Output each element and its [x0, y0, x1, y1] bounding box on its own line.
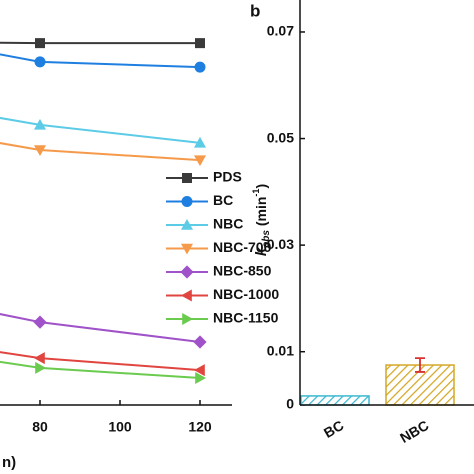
legend-marker [181, 196, 193, 207]
y-axis-label-part: k [253, 247, 270, 256]
marker [193, 335, 207, 349]
marker [194, 61, 206, 73]
y-tick-label: 0.03 [267, 236, 294, 252]
marker [33, 315, 47, 329]
y-tick-label: 0.01 [267, 342, 294, 358]
legend-label: NBC-850 [213, 263, 272, 279]
error-bar [415, 357, 425, 373]
legend-marker [182, 313, 193, 325]
marker [194, 136, 206, 148]
marker [195, 38, 205, 49]
marker [35, 38, 45, 49]
marker [34, 56, 46, 68]
y-tick-label: 0.07 [267, 23, 294, 39]
y-axis-label-part: (min [253, 197, 269, 230]
y-axis-label: kobs (min-1) [251, 184, 271, 256]
x-tick-label: 120 [188, 419, 212, 435]
series-line [0, 116, 201, 144]
marker [34, 145, 46, 156]
y-tick-label: 0 [286, 396, 294, 412]
legend-label: NBC-1000 [213, 286, 279, 302]
y-axis-label-part: ) [253, 184, 269, 189]
marker [195, 372, 206, 384]
legend-label: PDS [213, 169, 242, 185]
marker [194, 364, 205, 377]
bar [300, 395, 370, 406]
series-line [0, 41, 200, 45]
y-axis-label-part: -1 [251, 189, 261, 197]
legend-marker [181, 243, 193, 255]
x-tick-label: 100 [108, 419, 132, 435]
x-tick-label: 80 [32, 419, 48, 435]
panel-label: b [250, 1, 260, 20]
legend-marker [181, 219, 193, 230]
legend-marker [180, 265, 194, 279]
marker [194, 155, 206, 167]
y-tick-label: 0.05 [267, 129, 294, 145]
plot-area [300, 357, 455, 406]
legend-label: BC [213, 192, 233, 208]
plot-area [0, 38, 207, 384]
x-axis-label: n) [2, 454, 16, 471]
legend-marker [181, 289, 192, 302]
legend-label: NBC [213, 216, 243, 232]
series-line [0, 53, 201, 69]
x-tick-label: BC [321, 417, 347, 441]
marker [34, 352, 45, 365]
marker [34, 118, 46, 130]
marker [35, 361, 46, 374]
legend-label: NBC-1150 [213, 310, 279, 326]
x-tick-label: NBC [397, 417, 431, 446]
series-line [0, 313, 201, 343]
legend-label: NBC-700 [213, 239, 272, 255]
line-panel: 80 100 120 n) PDS BC NBC NBC-700 NBC-850 NBC-1000… [0, 38, 279, 471]
y-axis-label-part: obs [261, 230, 272, 248]
legend-marker [182, 173, 192, 183]
